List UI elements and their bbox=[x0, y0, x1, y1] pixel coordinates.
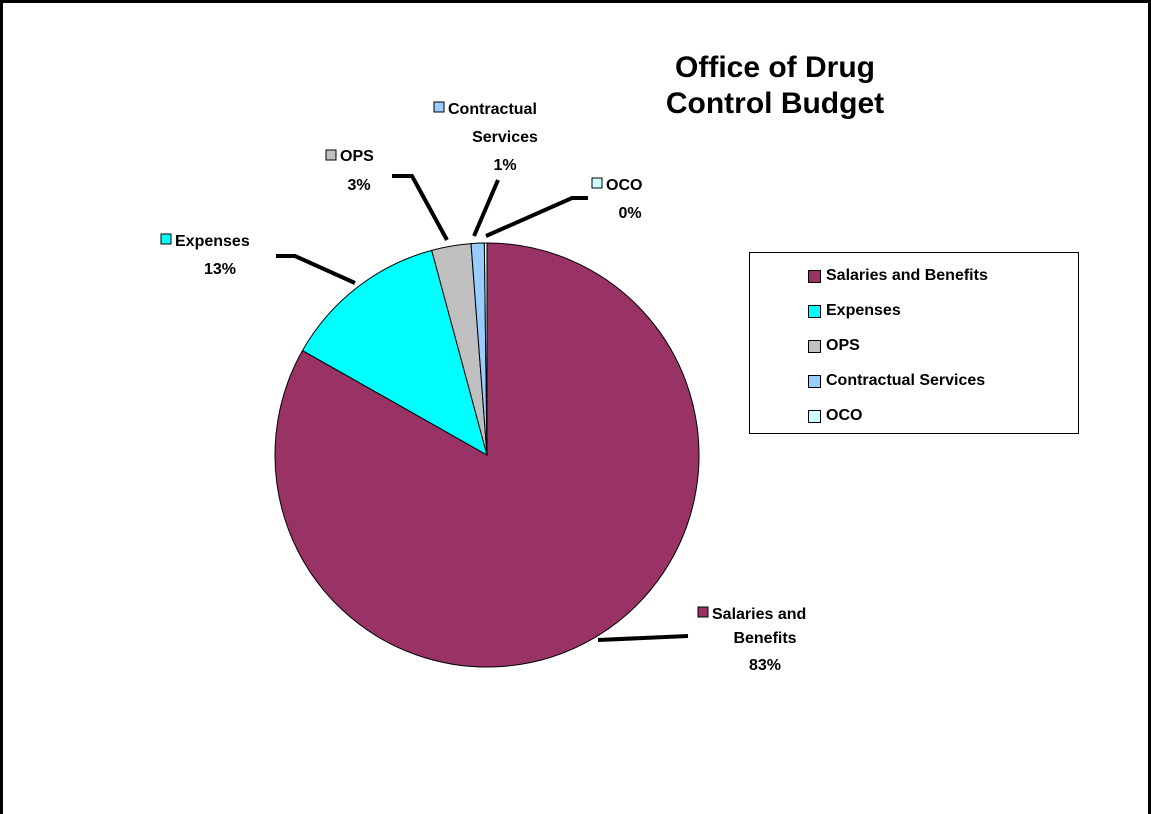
legend-item-contractual-services: Contractual Services bbox=[808, 371, 985, 391]
legend-swatch bbox=[808, 304, 821, 318]
data-label-value-expenses: 13% bbox=[204, 261, 236, 278]
data-label-value-oco: 0% bbox=[618, 205, 641, 222]
data-label-value-ops: 3% bbox=[347, 177, 370, 194]
leader-line-expenses bbox=[276, 254, 356, 285]
data-label-swatch-salaries-and-benefits bbox=[697, 606, 709, 618]
legend-label: Contractual Services bbox=[826, 372, 986, 389]
leader-line-salaries-and-benefits bbox=[597, 634, 689, 642]
data-label-name-oco: OCO bbox=[606, 177, 642, 194]
data-label-value-contractual-services: 1% bbox=[493, 157, 516, 174]
legend-item-ops: OPS bbox=[808, 336, 860, 356]
legend-label: OCO bbox=[826, 407, 863, 424]
data-label-name-salaries-and-benefits: Benefits bbox=[733, 630, 796, 647]
legend-item-expenses: Expenses bbox=[808, 301, 901, 321]
data-label-name-contractual-services: Contractual bbox=[448, 101, 537, 118]
legend-swatch bbox=[808, 269, 821, 283]
data-label-swatch-expenses bbox=[160, 233, 172, 245]
chart-title: Office of Drug Control Budget bbox=[665, 51, 885, 120]
data-label-value-salaries-and-benefits: 83% bbox=[749, 657, 781, 674]
leader-line-oco bbox=[485, 196, 588, 238]
legend-label: Expenses bbox=[826, 302, 901, 319]
leader-line-contractual-services bbox=[472, 179, 500, 237]
legend-swatch bbox=[808, 374, 821, 388]
data-label-name-expenses: Expenses bbox=[175, 233, 250, 250]
pie-slice-expenses bbox=[301, 249, 488, 457]
data-label-swatch-contractual-services bbox=[433, 101, 445, 113]
data-label-swatch-ops bbox=[325, 149, 337, 161]
data-label-swatch-oco bbox=[591, 177, 603, 189]
legend-item-salaries-and-benefits: Salaries and Benefits bbox=[808, 266, 988, 286]
legend-label: OPS bbox=[826, 337, 860, 354]
legend-swatch bbox=[808, 409, 821, 423]
pie-slice-oco bbox=[483, 242, 488, 456]
legend-swatch bbox=[808, 339, 821, 353]
pie-slice-salaries-and-benefits bbox=[274, 242, 700, 668]
legend-label: Salaries and Benefits bbox=[826, 267, 988, 284]
data-label-name-ops: OPS bbox=[340, 148, 374, 165]
chart-legend: Salaries and Benefits Expenses OPS Contract… bbox=[749, 252, 1079, 434]
leader-line-ops bbox=[392, 174, 449, 241]
legend-item-oco: OCO bbox=[808, 406, 862, 426]
data-label-name-contractual-services: Services bbox=[472, 129, 538, 146]
data-label-name-salaries-and-benefits: Salaries and bbox=[712, 606, 806, 623]
